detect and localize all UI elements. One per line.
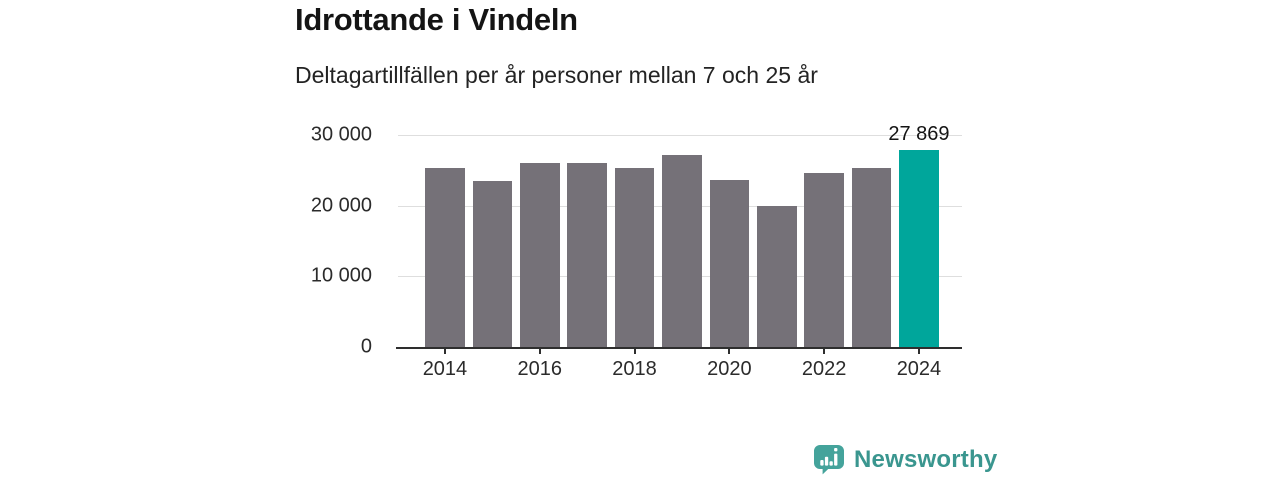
bar-2015 bbox=[472, 180, 513, 347]
y-tick-label: 10 000 bbox=[310, 264, 372, 287]
chart-title: Idrottande i Vindeln bbox=[295, 2, 578, 37]
x-tick bbox=[538, 347, 541, 354]
x-tick bbox=[823, 347, 826, 354]
y-axis: 0 10 000 20 000 30 000 bbox=[0, 124, 385, 358]
newsworthy-brand-link[interactable]: Newsworthy bbox=[812, 443, 997, 477]
highlight-value-label: 27 869 bbox=[888, 123, 950, 146]
x-tick-label: 2024 bbox=[896, 358, 942, 380]
x-tick-label: 2020 bbox=[707, 358, 752, 380]
x-tick bbox=[443, 347, 446, 354]
bar-2021 bbox=[757, 206, 797, 347]
bar-2018 bbox=[614, 167, 655, 347]
x-axis-line bbox=[396, 347, 962, 349]
plot-area: 2014 2016 2018 2020 2022 2024 27 869 bbox=[396, 123, 962, 380]
y-tick-label: 0 bbox=[360, 335, 372, 358]
x-tick-label: 2022 bbox=[801, 358, 847, 380]
y-tick-label: 20 000 bbox=[310, 194, 372, 217]
y-tick-label: 30 000 bbox=[310, 123, 372, 146]
bar-2022 bbox=[804, 173, 844, 347]
x-tick bbox=[917, 347, 920, 354]
x-tick bbox=[633, 347, 636, 354]
x-tick-label: 2016 bbox=[517, 358, 563, 380]
bar-2017 bbox=[567, 162, 607, 347]
bar-2016 bbox=[520, 163, 560, 347]
x-tick bbox=[728, 347, 731, 354]
brand-name: Newsworthy bbox=[854, 446, 998, 473]
x-tick-label: 2018 bbox=[612, 358, 657, 380]
bar-2023 bbox=[851, 168, 892, 347]
bar-2014 bbox=[425, 167, 465, 347]
bar-2024 bbox=[899, 150, 939, 347]
chart-subtitle: Deltagartillfällen per år personer mella… bbox=[295, 62, 818, 88]
bar-2019 bbox=[662, 154, 702, 347]
x-tick-label: 2014 bbox=[422, 358, 468, 380]
newsworthy-logo-icon bbox=[812, 443, 846, 477]
bar-2020 bbox=[709, 179, 750, 347]
gridline bbox=[398, 135, 962, 136]
